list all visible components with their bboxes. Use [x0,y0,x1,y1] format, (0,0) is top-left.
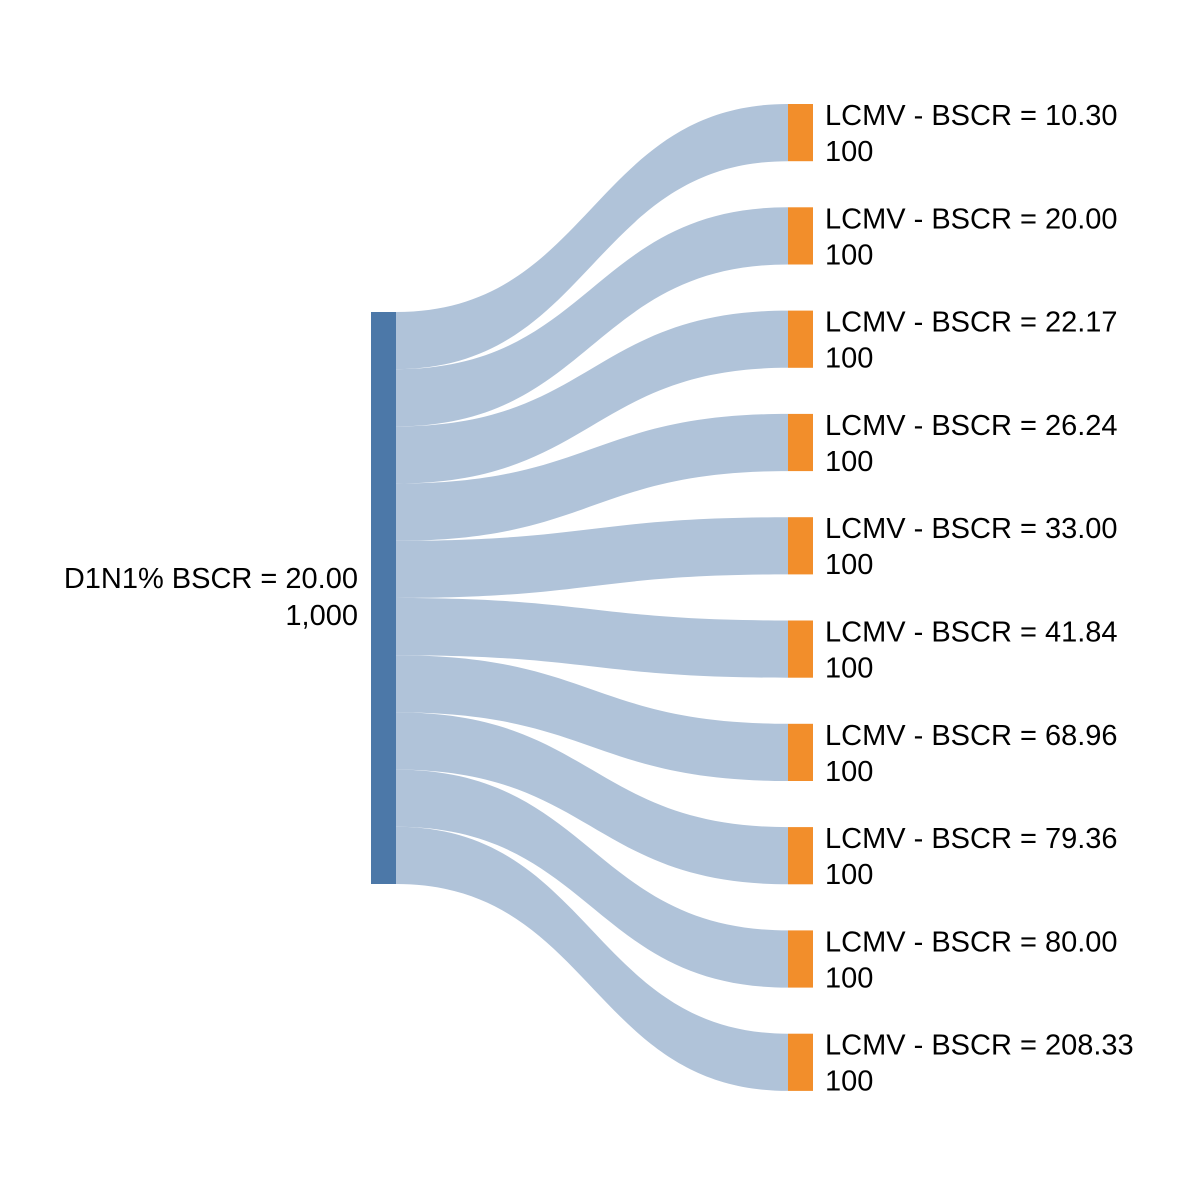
target-node [788,930,813,988]
target-node-label: LCMV - BSCR = 20.00 [825,203,1118,235]
sankey-link [396,207,788,427]
nodes-layer [371,104,813,1091]
source-node [371,312,396,884]
target-node [788,207,813,265]
target-node-label: LCMV - BSCR = 10.30 [825,100,1118,132]
sankey-link [396,826,788,1091]
sankey-link [396,310,788,484]
target-node-label: LCMV - BSCR = 26.24 [825,410,1118,442]
target-node-value: 100 [825,756,873,788]
target-node [788,310,813,368]
target-node-value: 100 [825,549,873,581]
target-node-value: 100 [825,446,873,478]
target-node-label: LCMV - BSCR = 22.17 [825,307,1118,339]
sankey-link [396,598,788,678]
target-node [788,827,813,885]
target-node-value: 100 [825,136,873,168]
target-node-label: LCMV - BSCR = 41.84 [825,617,1118,649]
sankey-link [396,769,788,988]
target-node [788,104,813,162]
target-node-label: LCMV - BSCR = 33.00 [825,513,1118,545]
labels-layer: D1N1% BSCR = 20.00 1,000 LCMV - BSCR = 10.… [64,100,1134,1098]
target-node [788,723,813,781]
sankey-link [396,413,788,541]
links-layer [396,104,788,1091]
source-node-value: 1,000 [285,600,358,632]
target-node-value: 100 [825,859,873,891]
target-node [788,413,813,472]
sankey-link [396,104,788,370]
target-node [788,620,813,678]
target-node-value: 100 [825,239,873,271]
target-node-label: LCMV - BSCR = 79.36 [825,823,1118,855]
target-node [788,1033,813,1091]
target-node [788,517,813,575]
target-node-value: 100 [825,1066,873,1098]
target-node-label: LCMV - BSCR = 80.00 [825,926,1118,958]
target-node-label: LCMV - BSCR = 68.96 [825,720,1118,752]
sankey-link [396,655,788,781]
target-node-value: 100 [825,962,873,994]
sankey-link [396,517,788,598]
sankey-link [396,712,788,885]
source-node-label: D1N1% BSCR = 20.00 [64,563,358,595]
target-node-value: 100 [825,653,873,685]
target-node-value: 100 [825,343,873,375]
target-node-label: LCMV - BSCR = 208.33 [825,1030,1134,1062]
